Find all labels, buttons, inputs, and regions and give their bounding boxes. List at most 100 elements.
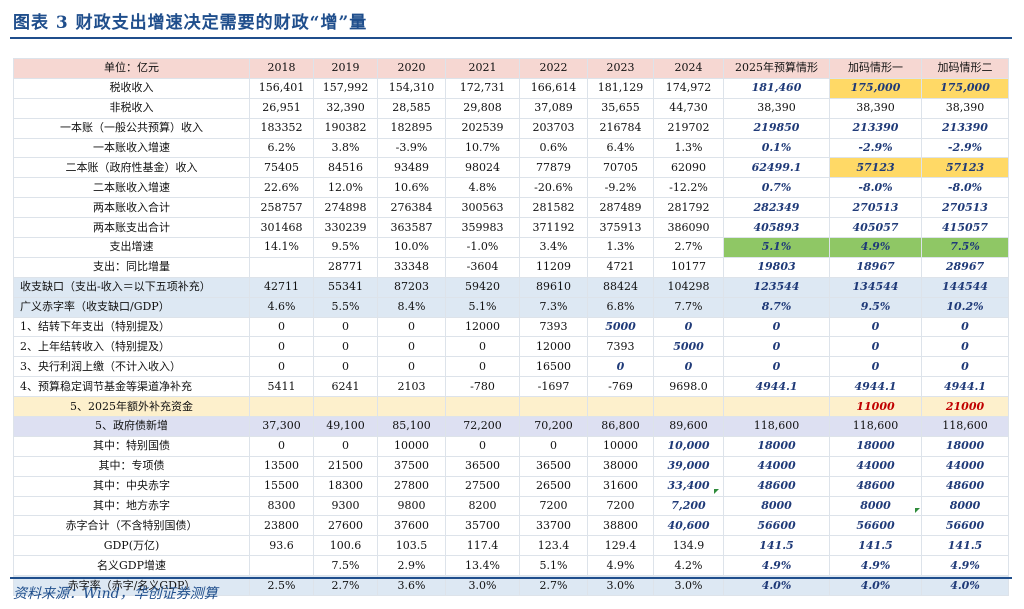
table-cell: -9.2%: [587, 177, 654, 199]
table-cell: 23800: [249, 515, 314, 537]
table-cell: -3.9%: [377, 137, 446, 159]
table-cell: 40,600: [653, 515, 724, 537]
table-cell: 0: [921, 316, 1009, 338]
table-cell: 38,390: [921, 97, 1009, 119]
table-cell: 56600: [829, 515, 922, 537]
row-label: 赤字率（赤字/名义GDP）: [13, 575, 250, 597]
row-label: 一本账收入增速: [13, 137, 250, 159]
table-cell: 0: [829, 316, 922, 338]
table-cell: 0: [653, 316, 724, 338]
table-cell: 141.5: [829, 535, 922, 557]
table-cell: 48600: [723, 475, 830, 497]
table-cell: -2.9%: [829, 137, 922, 159]
table-cell: 5.1%: [445, 296, 520, 318]
table-cell: 18000: [829, 435, 922, 457]
table-cell: 8000: [829, 495, 922, 517]
table-cell: [445, 396, 520, 418]
table-cell: [377, 396, 446, 418]
fiscal-table: 单位：亿元 2018 2019 2020 2021 2022 2023 2024 2025年预算…: [13, 58, 1009, 597]
column-header: 2024: [653, 58, 724, 79]
table-cell: 10.0%: [377, 237, 446, 258]
table-cell: 37600: [377, 515, 446, 537]
table-cell: 3.6%: [377, 575, 446, 597]
table-cell: [587, 396, 654, 418]
row-label: 其中：中央赤字: [13, 475, 250, 497]
table-cell: 19803: [723, 256, 830, 278]
row-label: 4、预算稳定调节基金等渠道净补充: [13, 376, 250, 398]
table-cell: 77879: [519, 157, 588, 179]
table-cell: 117.4: [445, 535, 520, 557]
row-label: 1、结转下年支出（特别提及）: [13, 316, 250, 338]
table-cell: 274898: [313, 197, 378, 219]
table-cell: 37,300: [249, 416, 314, 437]
table-row: 二本账（政府性基金）收入 75405 84516 93489 98024 77879 707…: [13, 157, 1009, 179]
row-label: 支出增速: [13, 237, 250, 258]
row-label: 名义GDP增速: [13, 555, 250, 577]
column-header: 加码情形一: [829, 58, 922, 79]
table-cell: -769: [587, 376, 654, 398]
table-cell: 70705: [587, 157, 654, 179]
table-cell: 405893: [723, 217, 830, 239]
row-label: 两本账收入合计: [13, 197, 250, 219]
table-row: 3、央行利润上缴（不计入收入） 0 0 0 0 16500 0 0 0 0 0: [13, 356, 1009, 378]
table-row: 一本账（一般公共预算）收入 183352 190382 182895 202539 203…: [13, 117, 1009, 139]
table-cell: 0: [313, 435, 378, 457]
table-row: 其中：专项债 13500 21500 37500 36500 36500 38000 39,0…: [13, 455, 1009, 477]
table-cell: 38800: [587, 515, 654, 537]
table-cell: 287489: [587, 197, 654, 219]
column-header: 2018: [249, 58, 314, 79]
row-label: 其中：专项债: [13, 455, 250, 477]
table-cell: 0: [445, 356, 520, 378]
row-label: 支出：同比增量: [13, 256, 250, 278]
table-cell: 5411: [249, 376, 314, 398]
table-cell: 31600: [587, 475, 654, 497]
table-cell: 10000: [377, 435, 446, 457]
table-cell: 9300: [313, 495, 378, 517]
row-label: 其中：地方赤字: [13, 495, 250, 517]
row-label: 二本账（政府性基金）收入: [13, 157, 250, 179]
table-cell: 5000: [653, 336, 724, 358]
table-cell: 375913: [587, 217, 654, 239]
table-cell: 281792: [653, 197, 724, 219]
table-cell: 3.0%: [445, 575, 520, 597]
column-header: 2025年预算情形: [723, 58, 830, 79]
table-cell: 174,972: [653, 77, 724, 99]
table-cell: 38,390: [829, 97, 922, 119]
table-cell: 88424: [587, 276, 654, 298]
row-label: 两本账支出合计: [13, 217, 250, 239]
table-cell: 89610: [519, 276, 588, 298]
table-cell: 9.5%: [313, 237, 378, 258]
table-cell: 3.0%: [587, 575, 654, 597]
table-cell: [653, 396, 724, 418]
table-cell: 35700: [445, 515, 520, 537]
table-cell: 28771: [313, 256, 378, 278]
table-row: 税收收入 156,401 157,992 154,310 172,731 166,614 1…: [13, 77, 1009, 99]
table-cell: 258757: [249, 197, 314, 219]
table-cell: 100.6: [313, 535, 378, 557]
table-cell: 4.9%: [829, 237, 922, 258]
table-cell: 39,000: [653, 455, 724, 477]
table-cell: 57123: [921, 157, 1009, 179]
table-cell: 36500: [519, 455, 588, 477]
table-cell: 0: [653, 356, 724, 378]
table-cell: [249, 555, 314, 577]
table-cell: 0: [587, 356, 654, 378]
table-cell: 38000: [587, 455, 654, 477]
table-cell: 4.0%: [829, 575, 922, 597]
table-cell: 42711: [249, 276, 314, 298]
table-cell: 29,808: [445, 97, 520, 119]
table-cell: [723, 396, 830, 418]
table-row: 非税收入 26,951 32,390 28,585 29,808 37,089 35,655…: [13, 97, 1009, 119]
table-cell: 3.8%: [313, 137, 378, 159]
table-cell: 55341: [313, 276, 378, 298]
table-cell: 27800: [377, 475, 446, 497]
table-cell: 4.8%: [445, 177, 520, 199]
table-cell: 2.7%: [519, 575, 588, 597]
table-cell: 0: [723, 336, 830, 358]
table-cell: 181,460: [723, 77, 830, 99]
table-cell: 10177: [653, 256, 724, 278]
table-cell: 10.6%: [377, 177, 446, 199]
table-cell: 0: [249, 435, 314, 457]
table-cell: 37,089: [519, 97, 588, 119]
table-row: 2、上年结转收入（特别提及） 0 0 0 0 12000 7393 5000 0 0 0: [13, 336, 1009, 358]
